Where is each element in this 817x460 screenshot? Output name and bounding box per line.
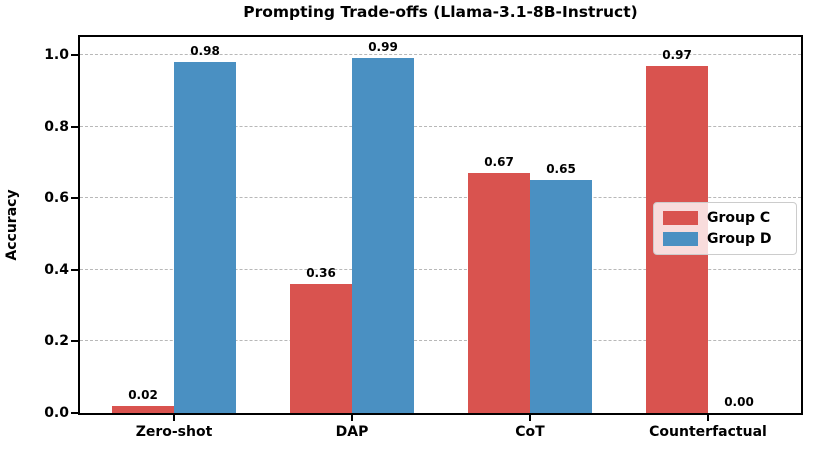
x-tick-mark	[529, 415, 531, 421]
bar-value-label: 0.67	[484, 155, 514, 169]
y-tick-mark	[71, 340, 78, 343]
legend-label-group-d: Group D	[707, 231, 772, 247]
legend-item-group-c: Group C	[663, 210, 796, 226]
gridline	[80, 340, 801, 342]
y-tick-mark	[71, 125, 78, 128]
legend: Group C Group D	[653, 202, 797, 255]
bar-group-d-cot	[530, 180, 592, 413]
y-tick-label: 0.6	[44, 190, 69, 207]
bar-group-d-dap	[352, 58, 414, 413]
bar-value-label: 0.36	[306, 266, 336, 280]
legend-label-group-c: Group C	[707, 210, 771, 226]
y-tick-mark	[71, 412, 78, 414]
bar-value-label: 0.00	[724, 395, 754, 409]
y-axis-label: Accuracy	[4, 189, 20, 261]
y-tick-label: 1.0	[44, 46, 69, 63]
gridline	[80, 125, 801, 127]
x-tick-mark	[707, 415, 709, 421]
bar-group-c-cot	[468, 173, 530, 413]
x-category-label-zero-shot: Zero-shot	[135, 424, 213, 440]
legend-swatch-group-c-icon	[663, 211, 698, 225]
x-tick-mark	[173, 415, 175, 421]
x-tick-mark	[351, 415, 353, 421]
legend-swatch-group-d-icon	[663, 232, 698, 246]
bar-value-label: 0.98	[190, 44, 220, 58]
y-tick-mark	[71, 53, 78, 56]
y-tick-label: 0.4	[44, 261, 69, 278]
bar-value-label: 0.99	[368, 40, 398, 54]
x-category-label-cot: CoT	[515, 424, 545, 440]
x-category-label-dap: DAP	[335, 424, 369, 440]
bar-group-c-dap	[290, 284, 352, 413]
gridline	[80, 53, 801, 55]
x-category-label-counterfactual: Counterfactual	[649, 424, 767, 440]
plot-area: Group C Group D 0.02 0.36 0.67 0.97 0.98 0.99…	[78, 35, 803, 415]
y-tick-label: 0.0	[44, 405, 69, 421]
y-tick-mark	[71, 197, 78, 200]
legend-item-group-d: Group D	[663, 231, 796, 247]
bar-group-d-zero-shot	[174, 62, 236, 413]
bar-group-c-zero-shot	[112, 406, 174, 413]
y-tick-label: 0.2	[44, 333, 69, 350]
y-tick-mark	[71, 268, 78, 271]
bar-value-label: 0.97	[662, 48, 692, 62]
y-tick-label: 0.8	[44, 118, 69, 135]
chart-title: Prompting Trade-offs (Llama-3.1-8B-Instr…	[243, 3, 638, 21]
bar-value-label: 0.02	[128, 388, 158, 402]
gridline	[80, 268, 801, 270]
gridline	[80, 197, 801, 199]
bar-value-label: 0.65	[546, 162, 576, 176]
